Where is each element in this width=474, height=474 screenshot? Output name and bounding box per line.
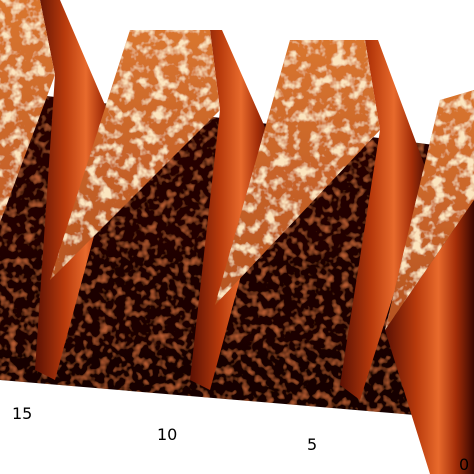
ridge-wall xyxy=(340,40,430,400)
ridge-plateau xyxy=(50,30,220,280)
axis-tick-label: 15 xyxy=(12,404,33,423)
ridge-plateau xyxy=(215,40,380,305)
axis-tick-label: 10 xyxy=(157,425,178,444)
ridge-wall xyxy=(35,0,120,380)
ridge-plateau xyxy=(385,90,474,330)
ridge-wall xyxy=(190,30,275,390)
ridge-plateau xyxy=(0,0,55,223)
ridge-wall xyxy=(385,200,474,474)
axis-tick-label: 0 xyxy=(459,455,470,474)
axis-tick-label: 5 xyxy=(307,435,318,454)
